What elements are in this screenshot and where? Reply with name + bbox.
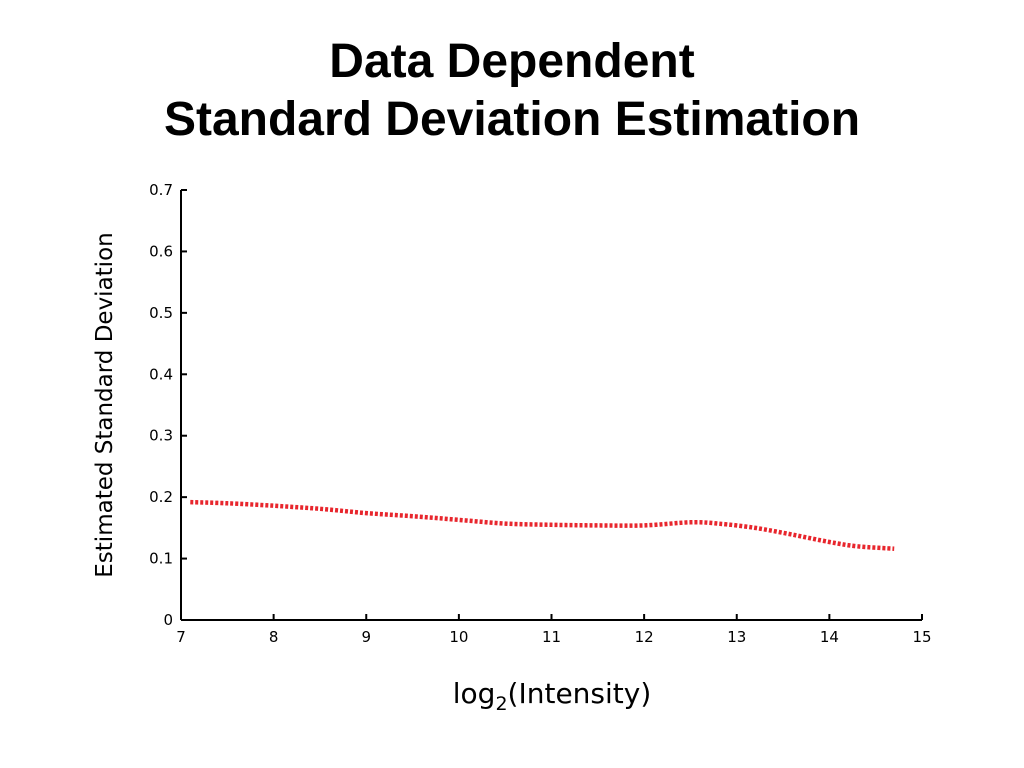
x-tick-label: 15 [912, 628, 931, 646]
x-tick-label: 8 [269, 628, 279, 646]
x-tick-label: 9 [361, 628, 371, 646]
x-tick-label: 12 [635, 628, 654, 646]
y-tick-label: 0.2 [149, 488, 173, 506]
y-tick-label: 0.4 [149, 365, 173, 383]
x-axis-title-subscript: 2 [495, 693, 507, 715]
slide-title-line-2: Standard Deviation Estimation [163, 93, 861, 146]
slide-title: Data Dependent Standard Deviation Estima… [0, 33, 1024, 149]
y-tick-label: 0.5 [149, 304, 173, 322]
y-tick-label: 0.7 [149, 181, 173, 199]
y-tick-label: 0.6 [149, 242, 173, 260]
y-tick-label: 0.3 [149, 427, 173, 445]
x-tick-label: 13 [727, 628, 746, 646]
x-axis-ticks: 7 8 9 10 11 12 13 14 15 [176, 614, 932, 646]
y-tick-label: 0 [163, 611, 173, 629]
x-tick-label: 11 [542, 628, 561, 646]
x-tick-label: 10 [449, 628, 468, 646]
x-tick-label: 14 [820, 628, 839, 646]
y-tick-label: 0.1 [149, 550, 173, 568]
x-axis-title-base: log [453, 677, 496, 710]
x-axis-title: log2(Intensity) [453, 677, 652, 715]
x-axis-title-rest: (Intensity) [508, 677, 652, 710]
slide-title-line-1: Data Dependent [329, 35, 695, 88]
y-axis-ticks: 0 0.1 0.2 0.3 0.4 0.5 0.6 0.7 [149, 181, 187, 629]
x-tick-label: 7 [176, 628, 186, 646]
series-line [190, 499, 895, 551]
chart-axes [180, 190, 922, 621]
y-axis-title: Estimated Standard Deviation [92, 232, 118, 577]
